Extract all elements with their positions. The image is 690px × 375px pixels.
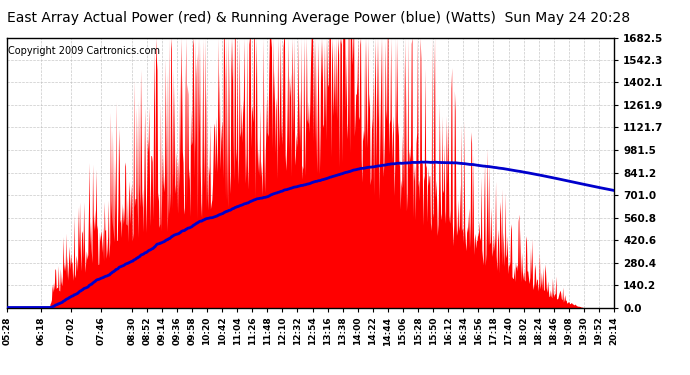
Text: Copyright 2009 Cartronics.com: Copyright 2009 Cartronics.com [8,46,160,56]
Text: East Array Actual Power (red) & Running Average Power (blue) (Watts)  Sun May 24: East Array Actual Power (red) & Running … [7,11,630,25]
